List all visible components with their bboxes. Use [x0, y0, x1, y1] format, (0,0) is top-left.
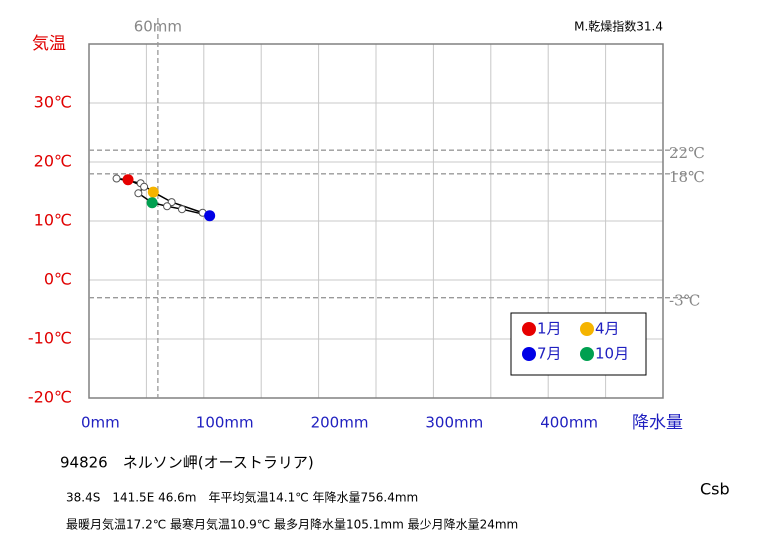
x-tick-label: 300mm [425, 414, 483, 432]
station-title: 94826 ネルソン岬(オーストラリア) [60, 454, 314, 472]
y-tick-label: 10℃ [34, 211, 72, 230]
x-tick-label: 200mm [311, 414, 369, 432]
x-tick-label: 400mm [540, 414, 598, 432]
y-tick-label: 20℃ [34, 152, 72, 171]
x-axis-label: 降水量 [632, 413, 683, 433]
climate-class: Csb [700, 480, 730, 499]
legend-marker [580, 347, 594, 361]
info-line: 38.4S 141.5E 46.6m 年平均気温14.1℃ 年降水量756.4m… [66, 490, 418, 505]
month-point [163, 202, 172, 211]
month-point [146, 197, 158, 209]
month-point [140, 182, 149, 191]
y-tick-label: -10℃ [28, 329, 72, 348]
x-tick-label: 100mm [196, 414, 254, 432]
legend-label: 4月 [595, 320, 620, 338]
plot-frame [88, 43, 664, 399]
month-point [134, 189, 143, 198]
month-point [122, 174, 134, 186]
legend-label: 1月 [537, 320, 562, 338]
reference-label: 60mm [134, 18, 182, 36]
reference-label: 18℃ [669, 168, 705, 186]
legend-marker [522, 347, 536, 361]
legend-label: 10月 [595, 345, 629, 363]
legend-marker [522, 322, 536, 336]
month-point [177, 205, 186, 214]
month-point [112, 174, 121, 183]
reference-label: 22℃ [669, 144, 705, 162]
y-tick-label: -20℃ [28, 388, 72, 407]
y-tick-label: 30℃ [34, 93, 72, 112]
legend-box [510, 312, 647, 376]
legend-marker [580, 322, 594, 336]
reference-label: -3℃ [669, 292, 700, 310]
y-axis-label: 気温 [32, 34, 66, 54]
month-point [147, 186, 159, 198]
month-point [204, 210, 216, 222]
legend-label: 7月 [537, 345, 562, 363]
x-tick-label: 0mm [81, 414, 120, 432]
y-tick-label: 0℃ [44, 270, 72, 289]
dryness-index: M.乾燥指数31.4 [574, 19, 663, 34]
info-line: 最暖月気温17.2℃ 最寒月気温10.9℃ 最多月降水量105.1mm 最少月降… [66, 517, 518, 532]
